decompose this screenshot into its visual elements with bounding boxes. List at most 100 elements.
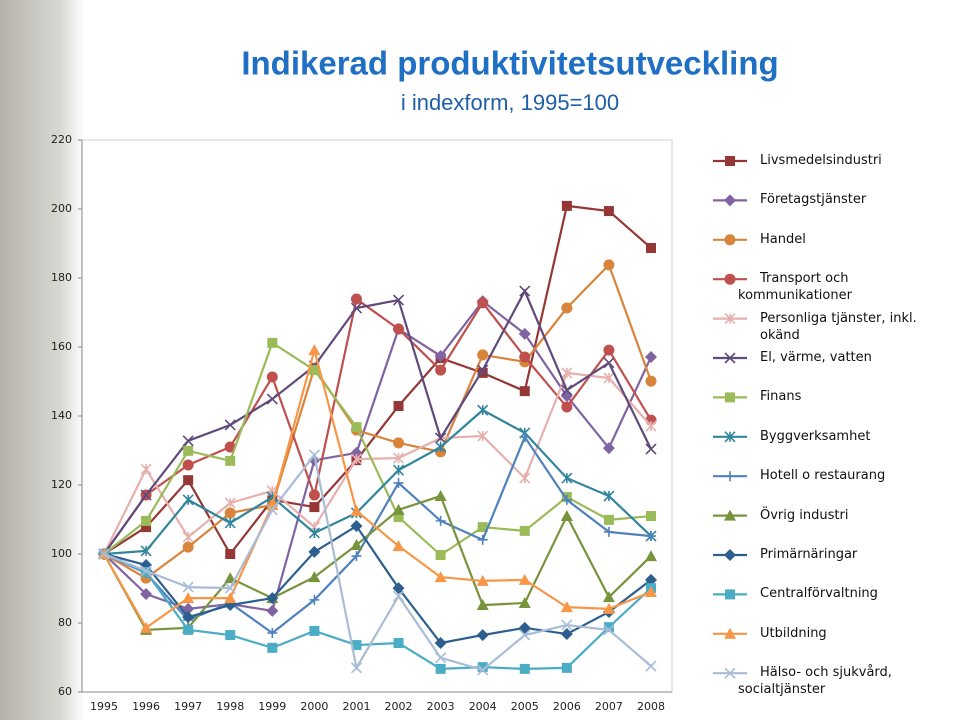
marker-shape: [477, 534, 488, 545]
marker: [393, 477, 404, 488]
marker-shape: [308, 449, 320, 461]
marker: [518, 573, 531, 585]
marker: [182, 541, 194, 553]
marker-shape: [266, 592, 279, 605]
marker: [435, 364, 447, 376]
marker: [392, 540, 405, 552]
marker: [266, 504, 278, 516]
marker: [434, 637, 447, 650]
marker: [434, 349, 447, 362]
marker-shape: [308, 527, 320, 539]
marker: [518, 596, 531, 608]
marker-shape: [182, 435, 194, 447]
marker-shape: [724, 667, 736, 679]
marker: [645, 375, 657, 387]
marker-shape: [602, 442, 615, 455]
marker-shape: [393, 512, 404, 523]
marker: [183, 624, 194, 635]
marker: [140, 463, 152, 475]
marker-shape: [140, 463, 152, 475]
series-line: [103, 297, 652, 555]
marker-shape: [561, 384, 573, 396]
marker-shape: [434, 637, 447, 650]
marker-shape: [518, 573, 531, 585]
marker: [393, 638, 404, 649]
marker: [435, 515, 446, 526]
marker-shape: [182, 541, 194, 553]
marker: [182, 435, 194, 447]
marker: [477, 534, 488, 545]
marker-shape: [140, 588, 153, 601]
marker-shape: [603, 514, 614, 525]
marker: [435, 652, 447, 664]
marker-shape: [645, 351, 657, 364]
marker-shape: [477, 364, 489, 376]
marker: [350, 302, 363, 314]
y-tick-label: 80: [58, 616, 72, 629]
marker: [267, 642, 278, 653]
marker-shape: [603, 206, 614, 217]
marker: [519, 472, 531, 484]
marker-shape: [477, 349, 489, 361]
marker-shape: [724, 234, 736, 246]
marker-shape: [350, 302, 363, 314]
marker: [267, 337, 278, 348]
marker: [182, 611, 195, 624]
marker: [560, 601, 573, 613]
marker-shape: [351, 422, 362, 433]
marker-shape: [602, 602, 615, 614]
marker: [308, 545, 321, 558]
marker-shape: [519, 472, 531, 484]
marker: [140, 565, 152, 577]
marker: [645, 585, 657, 597]
marker-shape: [308, 344, 321, 356]
marker: [561, 367, 573, 379]
marker-shape: [477, 664, 489, 676]
marker-shape: [350, 539, 363, 551]
marker: [182, 592, 195, 604]
marker-shape: [560, 510, 573, 522]
y-tick-label: 140: [51, 409, 72, 422]
marker: [182, 581, 194, 593]
marker: [724, 549, 736, 561]
marker: [224, 582, 236, 594]
marker-shape: [476, 599, 489, 611]
marker: [140, 588, 153, 601]
marker: [350, 504, 363, 516]
marker-shape: [309, 502, 320, 513]
marker-shape: [724, 273, 736, 285]
marker-shape: [435, 515, 446, 526]
legend-label: Byggverksamhet: [760, 428, 871, 444]
marker-shape: [477, 522, 488, 533]
legend-label: Övrig industri: [760, 507, 849, 523]
x-tick-label: 2007: [595, 700, 623, 713]
marker-shape: [225, 630, 236, 641]
marker: [561, 619, 573, 631]
marker-shape: [392, 464, 405, 476]
legend-label: Personliga tjänster, inkl. okänd: [760, 310, 917, 343]
marker: [351, 422, 362, 433]
marker: [560, 510, 573, 522]
x-tick-label: 2004: [469, 700, 497, 713]
marker-shape: [646, 242, 656, 253]
marker: [477, 404, 489, 416]
marker-shape: [183, 475, 194, 486]
marker: [266, 371, 278, 383]
x-tick-label: 1996: [132, 700, 160, 713]
legend-label: Transport och kommunikationer: [738, 271, 852, 304]
marker: [519, 525, 530, 536]
marker-shape: [140, 565, 152, 577]
marker: [603, 206, 614, 217]
marker: [434, 571, 447, 583]
marker: [724, 509, 736, 521]
marker: [435, 550, 446, 561]
marker-shape: [603, 526, 614, 537]
marker: [140, 621, 153, 633]
marker: [724, 431, 736, 443]
marker-shape: [725, 156, 735, 166]
marker: [603, 490, 615, 502]
legend-label: Hälso- och sjukvård, socialtjänster: [738, 665, 892, 698]
marker-shape: [225, 549, 236, 559]
marker: [477, 662, 488, 673]
marker: [350, 520, 363, 533]
